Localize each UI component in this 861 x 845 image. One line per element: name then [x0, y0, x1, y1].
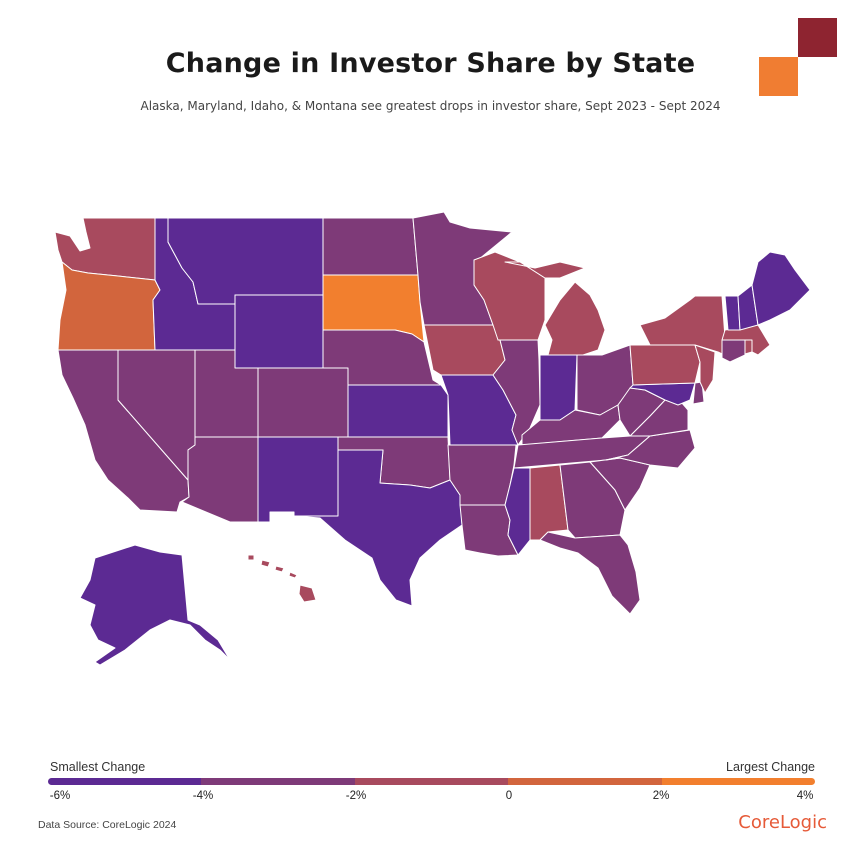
state-nebraska [322, 329, 442, 386]
state-hawaii [247, 554, 317, 603]
legend-bin-3 [354, 778, 509, 785]
state-colorado [257, 367, 349, 438]
legend-left-label: Smallest Change [50, 760, 146, 774]
state-maryland [629, 382, 696, 406]
corelogic-logo: CoreLogic [738, 812, 827, 833]
legend-tick: -6% [49, 790, 71, 802]
legend-bin-5 [661, 778, 815, 785]
state-kansas [347, 384, 449, 438]
state-michigan [504, 261, 606, 356]
legend-tick: -4% [192, 790, 214, 802]
state-vermont [724, 295, 741, 331]
legend-tick: 0 [505, 790, 513, 802]
legend-tick: -2% [345, 790, 367, 802]
state-texas [293, 449, 463, 607]
state-indiana [539, 354, 578, 421]
state-new-jersey [694, 344, 716, 394]
state-massachusetts [721, 324, 771, 356]
state-wyoming [234, 294, 324, 369]
state-alaska [79, 544, 231, 666]
state-florida [539, 531, 641, 615]
state-iowa [423, 324, 506, 376]
state-connecticut [721, 337, 746, 363]
chart-subtitle: Alaska, Maryland, Idaho, & Montana see g… [140, 99, 721, 113]
state-north-carolina [605, 429, 696, 469]
data-source: Data Source: CoreLogic 2024 [38, 819, 177, 831]
state-maine [751, 251, 811, 326]
legend-bin-4 [508, 778, 662, 785]
state-pennsylvania [629, 344, 701, 386]
logo-square-orange [759, 57, 798, 96]
legend-bin-2 [201, 778, 355, 785]
state-illinois [492, 339, 541, 446]
state-rhode-island [744, 339, 753, 355]
legend-tick: 2% [652, 790, 670, 802]
chart-title: Change in Investor Share by State [165, 48, 696, 79]
legend-bin-1 [48, 778, 202, 785]
state-north-dakota [322, 217, 419, 276]
legend-tick: 4% [796, 790, 814, 802]
logo-square-dark [798, 18, 837, 57]
state-arizona [181, 436, 259, 523]
legend-right-label: Largest Change [726, 760, 815, 774]
state-new-mexico [257, 436, 339, 523]
legend-color-bar [48, 778, 815, 785]
